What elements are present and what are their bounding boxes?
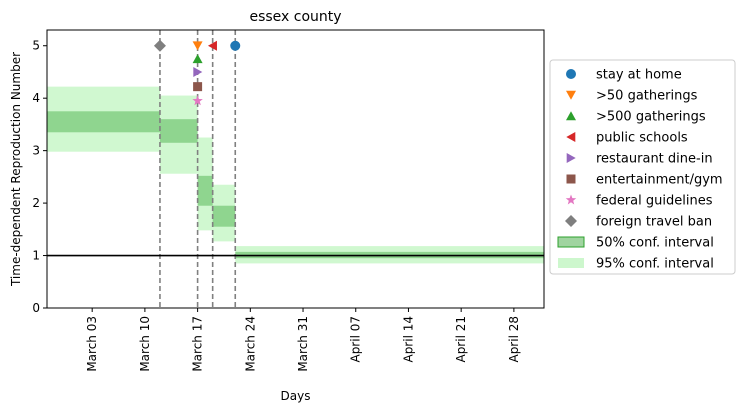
legend-label: 95% conf. interval (596, 257, 714, 272)
intervention-marker (192, 41, 203, 51)
ci50-band (197, 175, 213, 206)
plot-frame (46, 29, 545, 309)
legend: stay at home >50 gatherings >500 gathering… (549, 59, 736, 275)
legend-label: restaurant dine-in (596, 152, 713, 167)
legend-label: >50 gatherings (596, 89, 698, 104)
legend-swatch-ci50 (557, 236, 585, 248)
y-axis-label: Time-dependent Reproduction Number (9, 52, 23, 287)
legend-label: 50% conf. interval (596, 236, 714, 251)
legend-swatch-ci95 (558, 258, 584, 268)
y-tick-label: 5 (32, 39, 40, 53)
x-tick-label: March 24 (243, 316, 257, 372)
legend-label: foreign travel ban (596, 215, 712, 230)
y-tick-label: 3 (32, 144, 40, 158)
legend-label: public schools (596, 131, 688, 146)
legend-label: >500 gatherings (596, 110, 706, 125)
x-tick-label: March 31 (296, 316, 310, 372)
ci50-band (212, 205, 236, 227)
x-tick-label: April 28 (507, 316, 521, 363)
legend-label: stay at home (596, 68, 682, 83)
x-tick-label: April 14 (401, 316, 415, 363)
chart-title: essex county (249, 9, 341, 25)
ci95-band (197, 137, 213, 231)
legend-marker (566, 69, 576, 79)
intervention-marker (192, 95, 203, 106)
x-axis-ticks: March 03 March 10 March 17 March 24 March 31… (85, 308, 521, 372)
y-tick-label: 4 (32, 91, 40, 105)
legend-label: entertainment/gym (596, 173, 723, 188)
y-tick-label: 0 (32, 301, 40, 315)
legend-marker (565, 194, 577, 205)
intervention-marker (193, 82, 203, 92)
x-tick-label: March 17 (191, 316, 205, 372)
y-tick-label: 1 (32, 249, 40, 263)
legend-marker (566, 174, 576, 184)
legend-marker (566, 132, 576, 142)
intervention-marker (230, 40, 241, 51)
legend-marker (565, 215, 577, 227)
x-tick-label: April 21 (454, 316, 468, 363)
intervention-marker (207, 40, 217, 51)
x-tick-label: March 10 (138, 316, 152, 372)
x-tick-label: April 07 (349, 316, 363, 363)
intervention-marker (193, 66, 203, 77)
intervention-lines (159, 30, 237, 308)
legend-marker (566, 90, 576, 100)
legend-marker (566, 111, 576, 121)
ci50-band (159, 119, 198, 143)
legend-items: stay at home >50 gatherings >500 gathering… (557, 68, 723, 272)
legend-label: federal guidelines (596, 194, 713, 209)
x-tick-label: March 03 (85, 316, 99, 372)
legend-frame (549, 59, 736, 275)
legend-marker (566, 153, 576, 163)
y-tick-label: 2 (32, 196, 40, 210)
intervention-marker (153, 39, 166, 52)
ci95-band (212, 184, 236, 242)
ci95-band (47, 86, 160, 152)
x-axis-label: Days (281, 389, 311, 403)
y-axis-ticks: 0 1 2 3 4 5 (32, 39, 47, 315)
ci95-band (159, 95, 198, 174)
intervention-markers (153, 39, 241, 106)
intervention-marker (192, 54, 203, 64)
ci50-band (47, 111, 160, 133)
